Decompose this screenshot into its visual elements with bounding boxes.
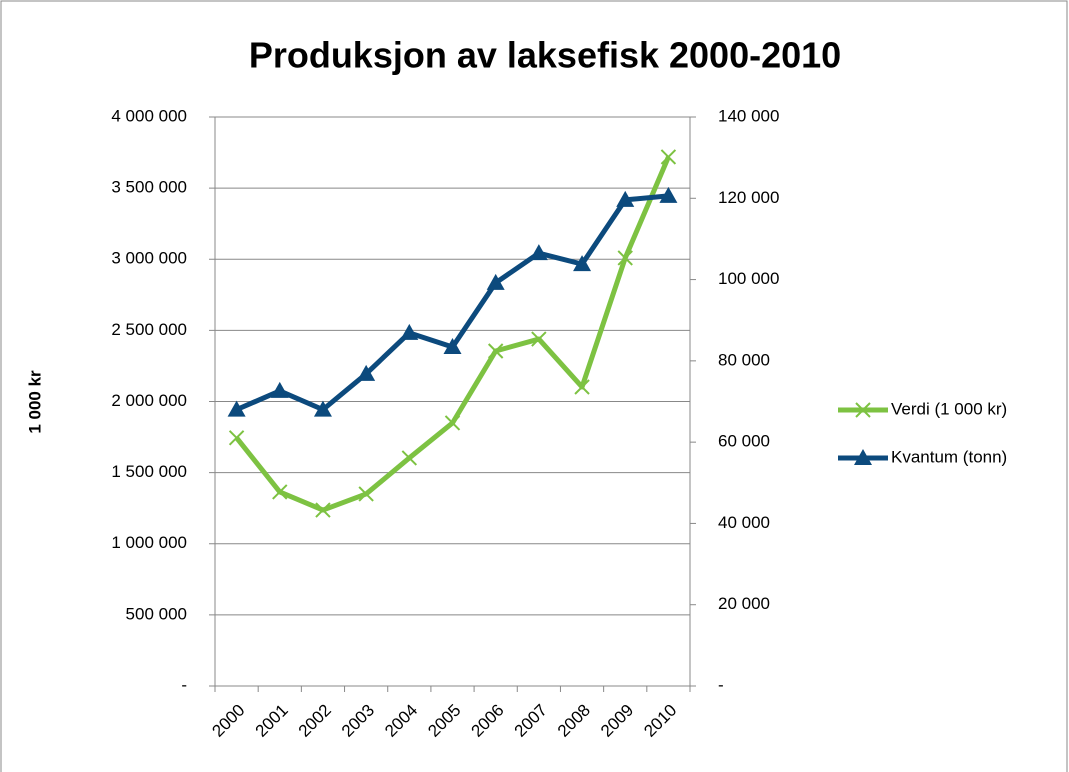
marker [400, 323, 419, 340]
y2-tick-label: 40 000 [718, 513, 770, 532]
marker [616, 190, 635, 207]
marker [270, 381, 289, 398]
y2-tick-label: 140 000 [718, 106, 779, 125]
legend-label: Kvantum (tonn) [891, 447, 1007, 466]
marker [357, 364, 376, 381]
y2-tick-label: 20 000 [718, 594, 770, 613]
y2-tick-label: 100 000 [718, 269, 779, 288]
y2-tick-label: 60 000 [718, 432, 770, 451]
y-tick-label: 2 000 000 [111, 391, 187, 410]
series [228, 149, 677, 518]
y-tick-label: 500 000 [126, 604, 187, 623]
marker [443, 338, 462, 355]
chart-title: Produksjon av laksefisk 2000-2010 [249, 35, 841, 76]
marker [531, 331, 547, 347]
marker [313, 400, 332, 417]
y2-tick-label: 80 000 [718, 350, 770, 369]
y-tick-label: 1 500 000 [111, 462, 187, 481]
marker [529, 244, 548, 261]
marker [315, 502, 331, 518]
marker [574, 379, 590, 395]
marker [617, 250, 633, 266]
marker [358, 486, 374, 502]
marker [855, 402, 871, 418]
marker [444, 415, 461, 431]
marker [272, 484, 288, 500]
y-tick-label: 1 000 000 [111, 533, 187, 552]
marker [401, 450, 418, 466]
y-tick-label: 3 500 000 [111, 178, 187, 197]
y-tick-label: 3 000 000 [111, 249, 187, 268]
y-tick-label: - [181, 675, 187, 694]
y2-tick-label: 120 000 [718, 188, 779, 207]
marker [659, 186, 678, 203]
y-tick-label: 2 500 000 [111, 320, 187, 339]
marker [487, 343, 504, 359]
y2-tick-label: - [718, 675, 724, 694]
y-tick-label: 4 000 000 [111, 106, 187, 125]
marker [486, 273, 505, 290]
marker [854, 449, 872, 465]
marker [573, 255, 592, 272]
y-axis-label: 1 000 kr [25, 370, 44, 434]
legend-label: Verdi (1 000 kr) [891, 399, 1007, 418]
series [227, 186, 678, 417]
marker [227, 400, 246, 417]
marker [660, 149, 677, 165]
marker [228, 430, 245, 446]
